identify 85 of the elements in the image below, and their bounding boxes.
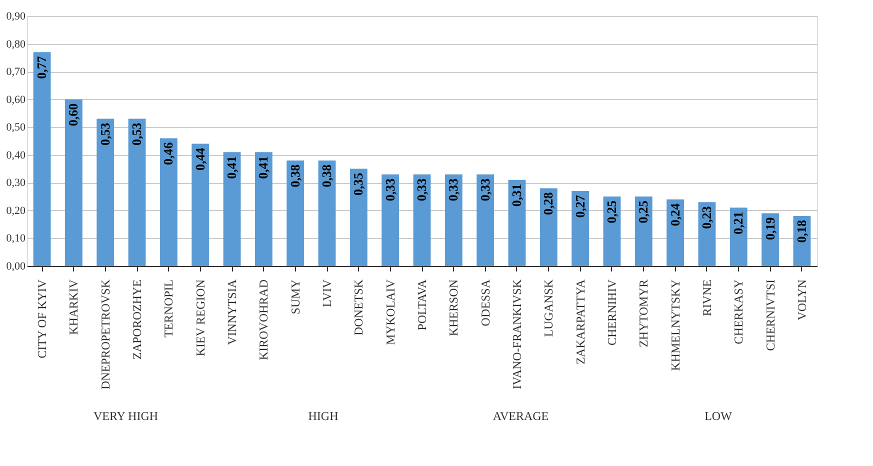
data-label: 0,23 [698,206,714,229]
x-tick-label: KHERSON [446,279,461,336]
data-label: 0,35 [350,172,366,196]
data-label: 0,53 [129,122,144,146]
text: LOW [704,409,733,423]
x-tick-label: DNEPROPETROVSK [98,279,112,390]
data-label: 0,60 [66,103,81,126]
bar [286,160,304,266]
data-label: 0,19 [762,216,778,240]
x-tick-label: DONETSK [352,279,366,336]
x-tick-label: IVANO-FRANKIVSK [510,279,524,390]
bar [254,152,272,266]
bar [33,52,51,266]
x-tick-label: CHERNIVTSI [763,280,778,351]
x-tick-label: ODESSA [478,279,492,326]
x-tick-label: KHMELNYTSKY [668,279,682,371]
bar [318,160,336,266]
y-tick-label: 0,90 [6,10,26,22]
data-label: 0,24 [667,202,682,226]
bar [128,118,146,266]
data-label: 0,44 [192,147,208,171]
data-label: 0,25 [604,200,619,224]
data-label: 0,31 [508,184,524,207]
x-tick-label: ZAKARPATTYA [573,279,588,364]
y-tick-label: 0,50 [6,122,26,134]
data-label: 0,21 [730,212,746,234]
data-label: 0,25 [636,200,651,224]
x-tick-label: KIROVOHRAD [256,279,271,360]
y-tick-label: 0,80 [6,38,26,50]
data-label: 0,53 [97,122,112,146]
y-tick-label: 0,00 [6,260,26,272]
bar [350,168,368,266]
bar [192,144,210,266]
x-tick-label: TERNOPIL [162,280,176,338]
data-label: 0,33 [382,178,398,202]
x-tick-label: ZHYTOMYR [636,280,651,348]
bar [64,99,82,266]
bar [666,199,684,266]
bar [540,188,558,266]
bar [444,174,462,266]
x-tick-label: CHERKASY [732,279,746,344]
data-label: 0,41 [224,156,240,179]
y-tick-label: 0,60 [6,94,26,106]
x-tick-label: CITY OF KYIV [35,279,50,358]
data-label: 0,38 [319,164,334,188]
bar [476,174,494,266]
x-tick-label: RIVNE [700,280,714,316]
data-label: 0,77 [34,56,50,79]
bar [413,174,431,266]
data-label: 0,33 [477,178,492,202]
bar [572,191,590,266]
bar [160,138,178,266]
x-tick-label: SUMY [288,279,302,314]
text: VERY HIGH [93,409,158,423]
x-tick-label: VOLYN [794,279,809,320]
data-label: 0,38 [287,164,302,188]
y-tick-label: 0,40 [6,149,26,162]
bar [223,152,241,266]
y-tick-label: 0,10 [6,232,26,245]
bar [96,118,114,266]
y-tick-label: 0,70 [6,66,26,78]
x-tick-label: KIEV REGION [193,279,208,356]
x-tick-label: CHERNIHIV [604,279,619,346]
x-tick-label: MYKOLAIV [383,279,398,345]
bar [634,196,652,266]
bar [730,208,748,266]
x-tick-label: KHARKIV [66,279,81,335]
data-label: 0,46 [160,142,176,165]
y-tick-label: 0,20 [6,204,26,217]
data-label: 0,18 [794,220,809,243]
text: HIGH [308,409,339,423]
bar [382,174,400,266]
data-label: 0,33 [414,178,429,202]
data-label: 0,27 [572,194,588,218]
data-label: 0,28 [540,192,556,215]
x-tick-label: VINNYTSIA [225,279,240,345]
x-tick-label: ZAPOROZHYE [130,280,144,360]
x-tick-label: LVIV [320,279,334,308]
y-tick-label: 0,30 [6,177,26,190]
x-tick-label: LUGANSK [542,279,556,337]
data-label: 0,33 [446,178,461,202]
text: AVERAGE [492,409,549,423]
bar [508,180,526,266]
data-label: 0,41 [256,156,271,179]
x-tick-label: POLTAVA [415,279,429,330]
